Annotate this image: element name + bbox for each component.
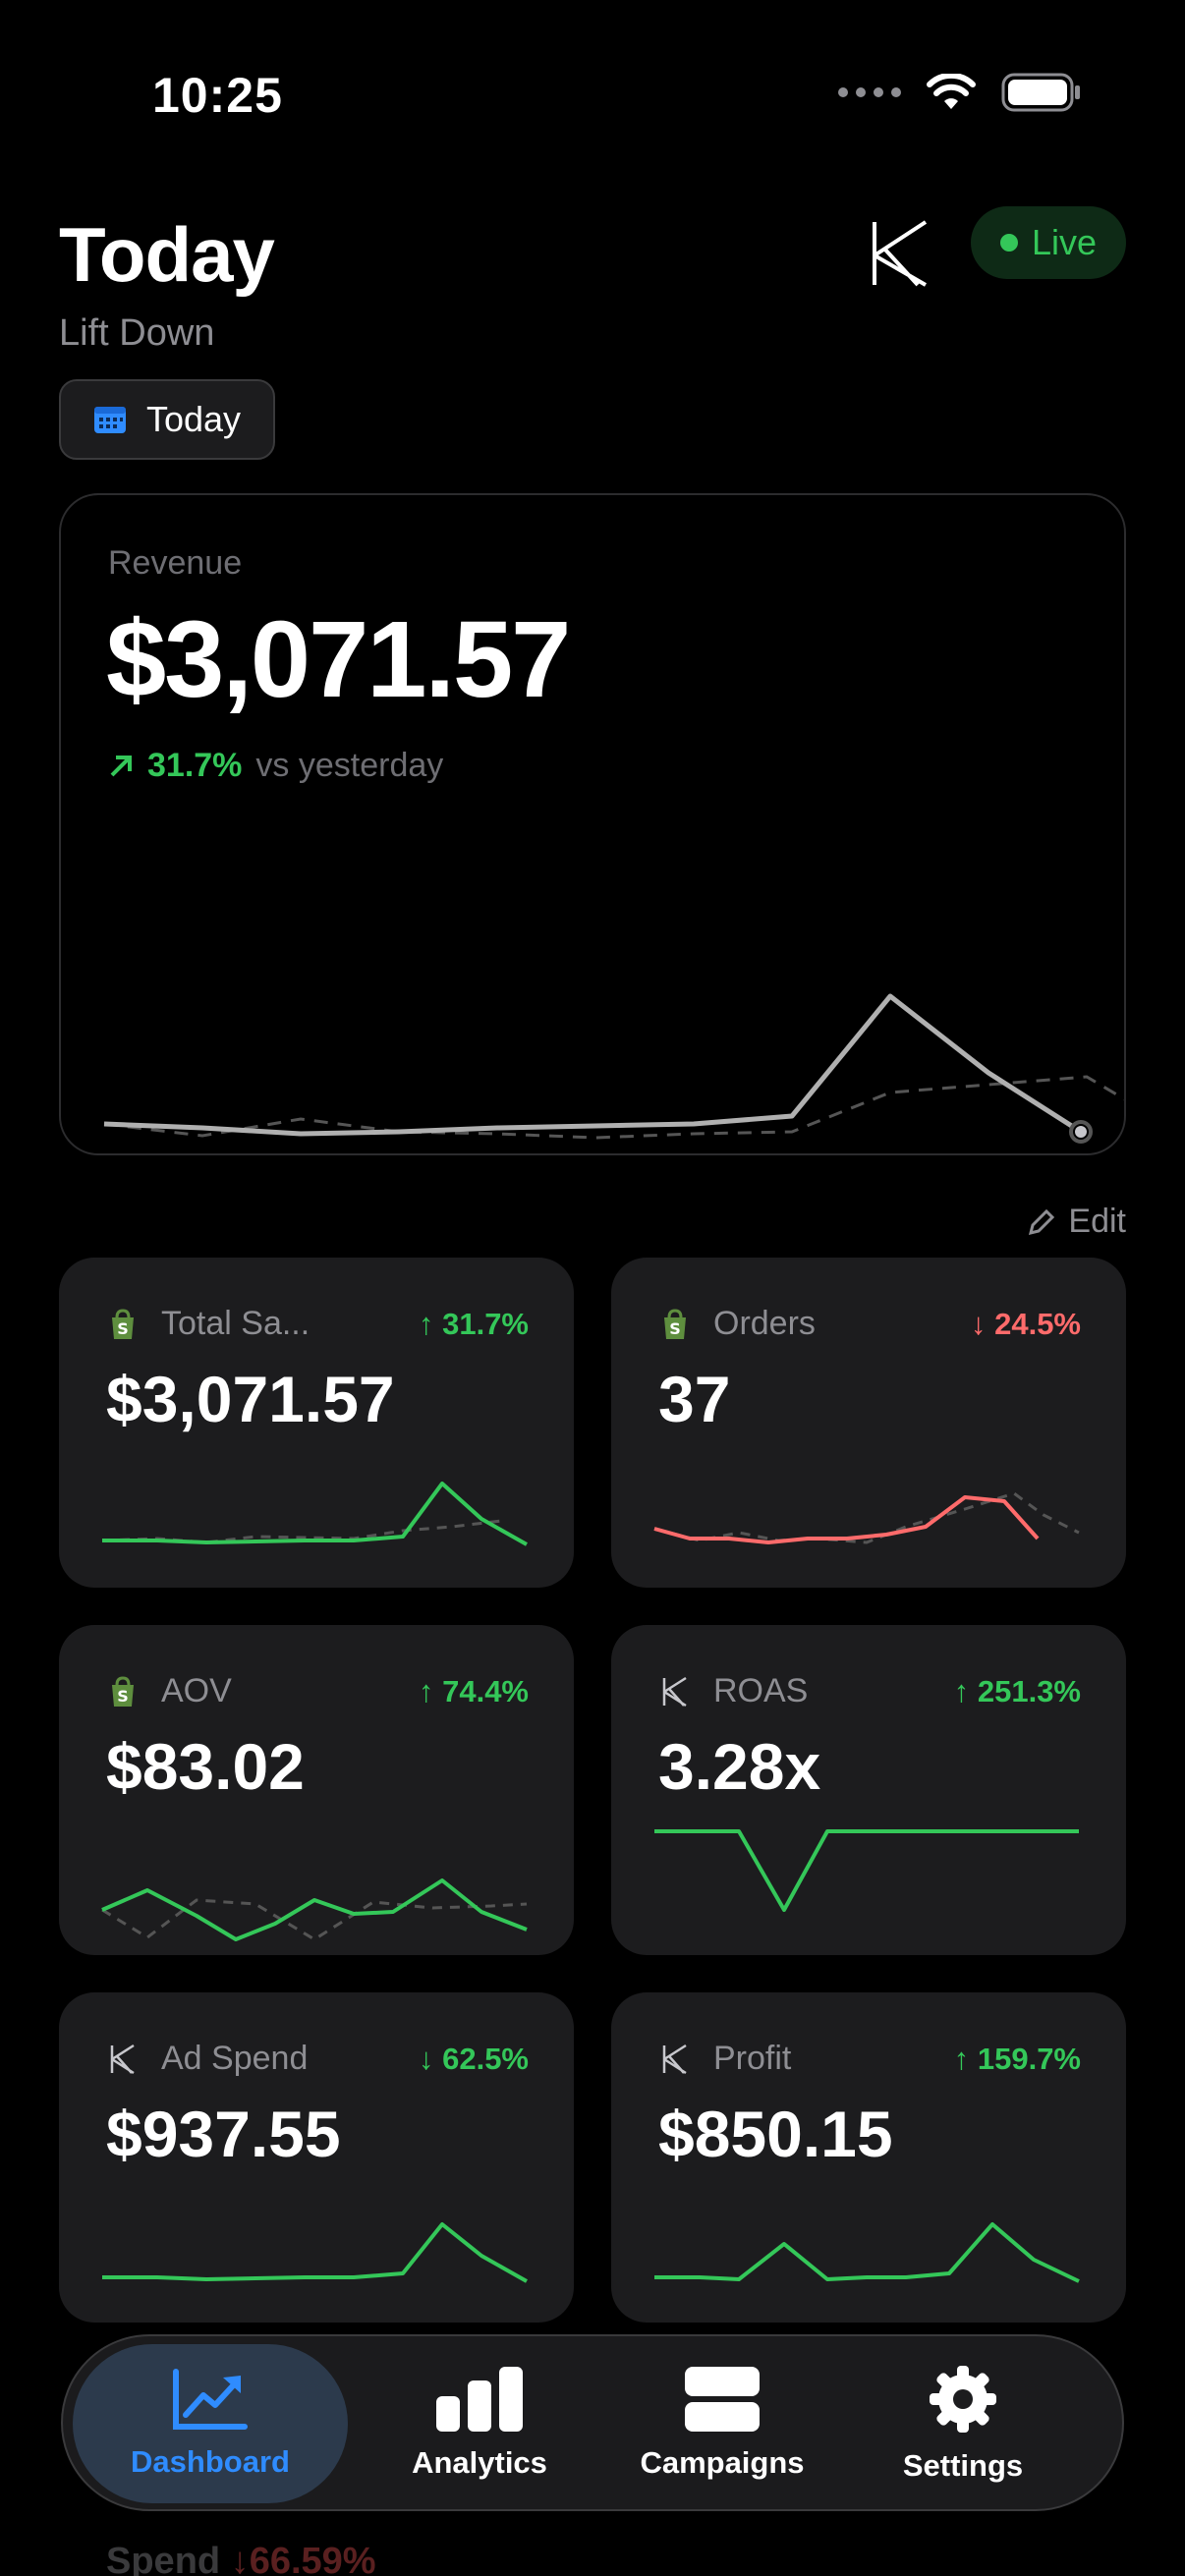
tab-settings[interactable]: Settings: [875, 2344, 1051, 2503]
metric-card-ad-spend[interactable]: Ad Spend ↓ 62.5% $937.55: [59, 1992, 574, 2323]
metric-value: $3,071.57: [106, 1363, 395, 1435]
status-time: 10:25: [152, 68, 283, 123]
metric-change: ↑ 159.7%: [953, 2041, 1081, 2076]
battery-icon: [1001, 73, 1080, 112]
metric-sparkline: [101, 1482, 528, 1546]
hidden-metric-peek: Spend ↓66.59%: [106, 2541, 376, 2576]
metric-sparkline: [101, 1878, 528, 1941]
revenue-previous-line: [103, 1075, 1124, 1140]
calendar-icon: [93, 407, 126, 433]
metric-label: Orders: [713, 1305, 816, 1342]
live-label: Live: [1031, 222, 1098, 262]
tab-label: Analytics: [412, 2445, 547, 2480]
tab-bar: Dashboard Analytics Campaigns Settings: [61, 2334, 1124, 2511]
metric-value: $850.15: [658, 2098, 893, 2170]
edit-label: Edit: [1068, 1203, 1126, 1240]
metric-sparkline: [654, 2222, 1080, 2283]
metric-change: ↑ 251.3%: [953, 1673, 1081, 1708]
signal-dots-icon: [838, 87, 901, 97]
edit-button[interactable]: Edit: [1027, 1203, 1126, 1241]
metric-change: ↓ 24.5%: [970, 1306, 1081, 1341]
tab-label: Settings: [902, 2448, 1024, 2483]
metric-value: $83.02: [106, 1730, 305, 1803]
revenue-line-chart: [103, 993, 1124, 1144]
revenue-change: 31.7% vs yesterday: [108, 747, 443, 785]
revenue-change-percent: 31.7%: [147, 747, 243, 784]
tab-label: Campaigns: [640, 2445, 805, 2480]
tab-label: Dashboard: [131, 2444, 290, 2479]
metric-sparkline: [654, 1829, 1079, 1912]
shopify-bag-icon: S: [112, 1308, 134, 1339]
shopify-bag-icon: S: [664, 1308, 686, 1339]
status-icons: [838, 73, 1082, 112]
metric-change: ↑ 74.4%: [418, 1673, 529, 1708]
metric-value: 37: [658, 1363, 731, 1435]
metric-sparkline: [653, 1491, 1080, 1544]
brand-k-icon: [662, 2044, 687, 2074]
brand-k-logo-icon: [873, 220, 928, 287]
page-title: Today: [59, 211, 275, 298]
chart-trend-icon: [173, 2369, 248, 2430]
shopify-bag-icon: S: [112, 1675, 134, 1707]
metric-label: Profit: [713, 2040, 792, 2077]
metric-card-profit[interactable]: Profit ↑ 159.7% $850.15: [611, 1992, 1126, 2323]
metric-change: ↑ 31.7%: [418, 1306, 529, 1341]
metric-label: ROAS: [713, 1672, 809, 1709]
metric-label: Total Sa...: [161, 1305, 310, 1342]
metric-card-aov[interactable]: S AOV ↑ 74.4% $83.02: [59, 1625, 574, 1955]
tab-dashboard[interactable]: Dashboard: [73, 2344, 348, 2503]
svg-text:S: S: [117, 1687, 129, 1706]
revenue-label: Revenue: [108, 544, 243, 582]
revenue-compare-label: vs yesterday: [255, 747, 444, 784]
svg-text:S: S: [117, 1319, 129, 1338]
stack-icon: [685, 2367, 760, 2432]
live-status-badge: Live: [971, 206, 1126, 279]
date-range-label: Today: [145, 399, 242, 439]
pencil-icon: [1029, 1208, 1055, 1235]
wifi-icon: [927, 74, 976, 109]
revenue-current-line: [103, 993, 1083, 1137]
metric-label: AOV: [161, 1672, 232, 1709]
metric-card-roas[interactable]: ROAS ↑ 251.3% 3.28x: [611, 1625, 1126, 1955]
metric-card-orders[interactable]: S Orders ↓ 24.5% 37: [611, 1258, 1126, 1588]
metric-sparkline: [102, 2222, 528, 2283]
brand-k-icon: [662, 1676, 687, 1707]
live-dot-icon: [999, 234, 1018, 252]
date-range-button[interactable]: Today: [59, 379, 275, 460]
metric-label: Ad Spend: [161, 2040, 309, 2077]
gear-icon: [930, 2366, 996, 2433]
store-name: Lift Down: [59, 312, 215, 354]
brand-k-icon: [110, 2044, 135, 2074]
arrow-up-right-icon: [110, 755, 132, 776]
metric-card-total-sales[interactable]: S Total Sa... ↑ 31.7% $3,071.57: [59, 1258, 574, 1588]
bar-chart-icon: [436, 2367, 523, 2432]
tab-campaigns[interactable]: Campaigns: [621, 2344, 823, 2503]
tab-analytics[interactable]: Analytics: [383, 2344, 576, 2503]
revenue-value: $3,071.57: [106, 599, 571, 720]
metric-value: $937.55: [106, 2098, 341, 2170]
revenue-card[interactable]: Revenue $3,071.57 31.7% vs yesterday: [59, 493, 1126, 1155]
svg-text:S: S: [669, 1319, 681, 1338]
metric-change: ↓ 62.5%: [418, 2041, 529, 2076]
metric-value: 3.28x: [658, 1730, 821, 1803]
